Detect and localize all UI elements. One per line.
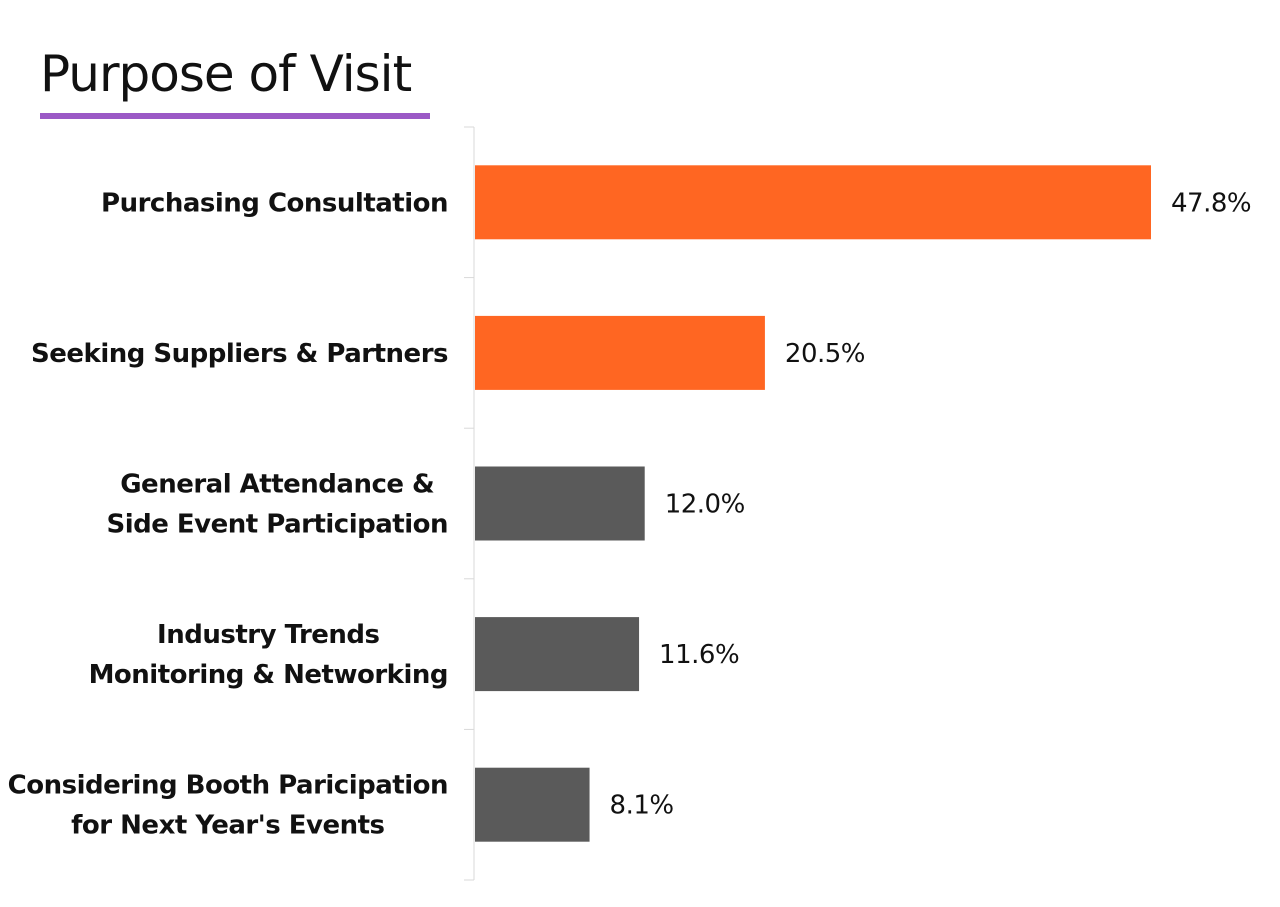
category-label-line: Industry Trends: [157, 620, 379, 650]
category-label: Seeking Suppliers & Partners: [31, 339, 448, 369]
category-label: Industry Trends Monitoring & Networking: [89, 620, 448, 690]
category-label-line: Side Event Participation: [106, 510, 448, 540]
category-label: Considering Booth Paricipation for Next Y…: [8, 771, 448, 841]
value-label: 8.1%: [610, 791, 674, 821]
bar: [475, 466, 645, 541]
category-label-line: Monitoring & Networking: [89, 660, 448, 690]
category-label: General Attendance & Side Event Participa…: [106, 470, 448, 540]
bar: [475, 165, 1151, 240]
bar: [475, 617, 640, 692]
value-label: 47.8%: [1171, 188, 1251, 218]
bar: [475, 315, 765, 390]
value-label: 12.0%: [665, 490, 745, 520]
chart-title: Purpose of Visit: [40, 45, 412, 103]
bar: [475, 767, 590, 842]
category-label-line: General Attendance &: [120, 470, 434, 500]
category-label-line: Considering Booth Paricipation: [8, 771, 448, 801]
category-label: Purchasing Consultation: [101, 188, 448, 218]
value-label: 11.6%: [659, 640, 739, 670]
category-label-line: for Next Year's Events: [71, 811, 384, 841]
value-label: 20.5%: [785, 339, 865, 369]
title-underline: [40, 113, 430, 119]
